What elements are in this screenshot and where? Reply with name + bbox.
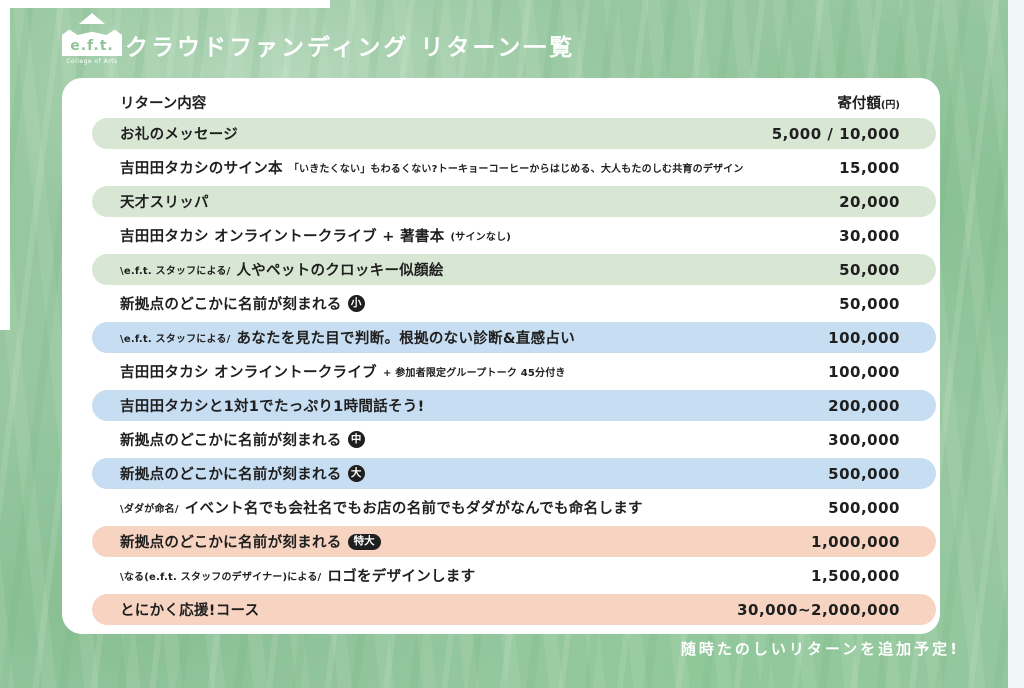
row-subtitle: + 参加者限定グループトーク 45分付き	[382, 368, 566, 379]
row-label: \e.f.t. スタッフによる/あなたを見た目で判断。根拠のない診断&直感占い	[120, 327, 575, 348]
row-label: 吉田田タカシと1対1でたっぷり1時間話そう!	[120, 395, 424, 416]
table-row: 吉田田タカシと1対1でたっぷり1時間話そう! 200,000	[92, 390, 936, 421]
row-subtitle: (サインなし)	[450, 232, 512, 243]
row-title: ロゴをデザインします	[327, 569, 476, 585]
frame-top	[0, 0, 330, 8]
row-amount: 300,000	[828, 430, 900, 449]
table-row: 新拠点のどこかに名前が刻まれる中 300,000	[92, 424, 936, 455]
row-amount: 30,000~2,000,000	[737, 600, 900, 619]
eft-logo: e.f.t. College of Arts	[62, 13, 122, 65]
frame-right	[1008, 0, 1024, 688]
row-title: 新拠点のどこかに名前が刻まれる	[120, 297, 342, 313]
row-title: 吉田田タカシ オンライントークライブ	[120, 365, 377, 381]
frame-left	[0, 0, 10, 330]
row-amount: 200,000	[828, 396, 900, 415]
size-badge: 大	[347, 465, 365, 482]
row-label: \e.f.t. スタッフによる/人やペットのクロッキー似顔絵	[120, 259, 444, 280]
column-header-content: リターン内容	[120, 95, 207, 112]
row-amount: 1,000,000	[811, 532, 900, 551]
table-row: 吉田田タカシのサイン本 「いきたくない」もわるくない?トーキョーコーヒーからはじめ…	[92, 152, 936, 183]
row-label: お礼のメッセージ	[120, 123, 238, 144]
size-badge: 特大	[347, 533, 381, 550]
table-row: 新拠点のどこかに名前が刻まれる小 50,000	[92, 288, 936, 319]
row-title: 新拠点のどこかに名前が刻まれる	[120, 433, 342, 449]
roof-icon	[79, 13, 105, 24]
returns-card: リターン内容 寄付額(円) お礼のメッセージ 5,000 / 10,000 吉田田タ…	[62, 78, 940, 634]
row-subtitle: 「いきたくない」もわるくない?トーキョーコーヒーからはじめる、大人もたのしむ共育…	[288, 164, 744, 175]
row-label: 新拠点のどこかに名前が刻まれる大	[120, 463, 365, 484]
row-amount: 50,000	[839, 294, 900, 313]
row-title: 吉田田タカシのサイン本	[120, 161, 283, 177]
size-badge: 中	[347, 431, 365, 448]
table-header: リターン内容 寄付額(円)	[62, 90, 940, 114]
row-prefix: \なる(e.f.t. スタッフのデザイナー)による/	[120, 572, 322, 583]
row-label: \なる(e.f.t. スタッフのデザイナー)による/ロゴをデザインします	[120, 565, 475, 586]
row-label: 吉田田タカシ オンライントークライブ + 参加者限定グループトーク 45分付き	[120, 361, 566, 382]
row-title: 吉田田タカシと1対1でたっぷり1時間話そう!	[120, 399, 425, 415]
row-amount: 20,000	[839, 192, 900, 211]
amount-header-unit: (円)	[880, 99, 900, 111]
table-row: \ダダが命名/イベント名でも会社名でもお店の名前でもダダがなんでも命名します 50…	[92, 492, 936, 523]
row-label: とにかく応援!コース	[120, 599, 259, 620]
row-prefix: \e.f.t. スタッフによる/	[120, 334, 231, 345]
row-prefix: \ダダが命名/	[120, 504, 179, 515]
table-row: 吉田田タカシ オンライントークライブ + 著書本 (サインなし) 30,000	[92, 220, 936, 251]
amount-header-label: 寄付額	[837, 95, 881, 112]
logo-block: e.f.t.	[62, 29, 122, 56]
row-label: \ダダが命名/イベント名でも会社名でもお店の名前でもダダがなんでも命名します	[120, 497, 643, 518]
row-label: 新拠点のどこかに名前が刻まれる中	[120, 429, 365, 450]
row-amount: 500,000	[828, 464, 900, 483]
table-row: \なる(e.f.t. スタッフのデザイナー)による/ロゴをデザインします 1,50…	[92, 560, 936, 591]
row-title: お礼のメッセージ	[120, 127, 239, 143]
row-amount: 30,000	[839, 226, 900, 245]
row-title: イベント名でも会社名でもお店の名前でもダダがなんでも命名します	[184, 501, 643, 517]
row-title: あなたを見た目で判断。根拠のない診断&直感占い	[236, 331, 575, 347]
row-amount: 500,000	[828, 498, 900, 517]
row-prefix: \e.f.t. スタッフによる/	[120, 266, 231, 277]
row-amount: 100,000	[828, 362, 900, 381]
table-row: とにかく応援!コース 30,000~2,000,000	[92, 594, 936, 625]
table-row: 新拠点のどこかに名前が刻まれる 特大 1,000,000	[92, 526, 936, 557]
logo-subtitle: College of Arts	[66, 58, 118, 65]
row-amount: 50,000	[839, 260, 900, 279]
rows-container: お礼のメッセージ 5,000 / 10,000 吉田田タカシのサイン本 「いきたくない…	[92, 118, 936, 625]
table-row: \e.f.t. スタッフによる/人やペットのクロッキー似顔絵 50,000	[92, 254, 936, 285]
table-row: \e.f.t. スタッフによる/あなたを見た目で判断。根拠のない診断&直感占い 1…	[92, 322, 936, 353]
row-title: 人やペットのクロッキー似顔絵	[236, 263, 444, 279]
row-title: 天才スリッパ	[120, 195, 209, 211]
logo-text: e.f.t.	[70, 38, 114, 54]
page-title: クラウドファンディング リターン一覧	[125, 35, 576, 61]
row-label: 天才スリッパ	[120, 191, 209, 212]
size-badge: 小	[347, 295, 365, 312]
table-row: 吉田田タカシ オンライントークライブ + 参加者限定グループトーク 45分付き 10…	[92, 356, 936, 387]
row-title: 新拠点のどこかに名前が刻まれる	[120, 535, 342, 551]
row-amount: 5,000 / 10,000	[771, 124, 900, 143]
row-label: 吉田田タカシ オンライントークライブ + 著書本 (サインなし)	[120, 225, 511, 246]
table-row: お礼のメッセージ 5,000 / 10,000	[92, 118, 936, 149]
table-row: 天才スリッパ 20,000	[92, 186, 936, 217]
row-label: 新拠点のどこかに名前が刻まれる小	[120, 293, 365, 314]
footer-note: 随時たのしいリターンを追加予定!	[680, 640, 960, 658]
row-title: 新拠点のどこかに名前が刻まれる	[120, 467, 342, 483]
row-label: 吉田田タカシのサイン本 「いきたくない」もわるくない?トーキョーコーヒーからはじめ…	[120, 157, 744, 178]
column-header-amount: 寄付額(円)	[837, 92, 900, 113]
row-title: とにかく応援!コース	[120, 603, 260, 619]
row-amount: 1,500,000	[811, 566, 900, 585]
row-title: 吉田田タカシ オンライントークライブ + 著書本	[120, 229, 445, 245]
row-amount: 100,000	[828, 328, 900, 347]
table-row: 新拠点のどこかに名前が刻まれる大 500,000	[92, 458, 936, 489]
row-amount: 15,000	[839, 158, 900, 177]
row-label: 新拠点のどこかに名前が刻まれる 特大	[120, 531, 381, 552]
